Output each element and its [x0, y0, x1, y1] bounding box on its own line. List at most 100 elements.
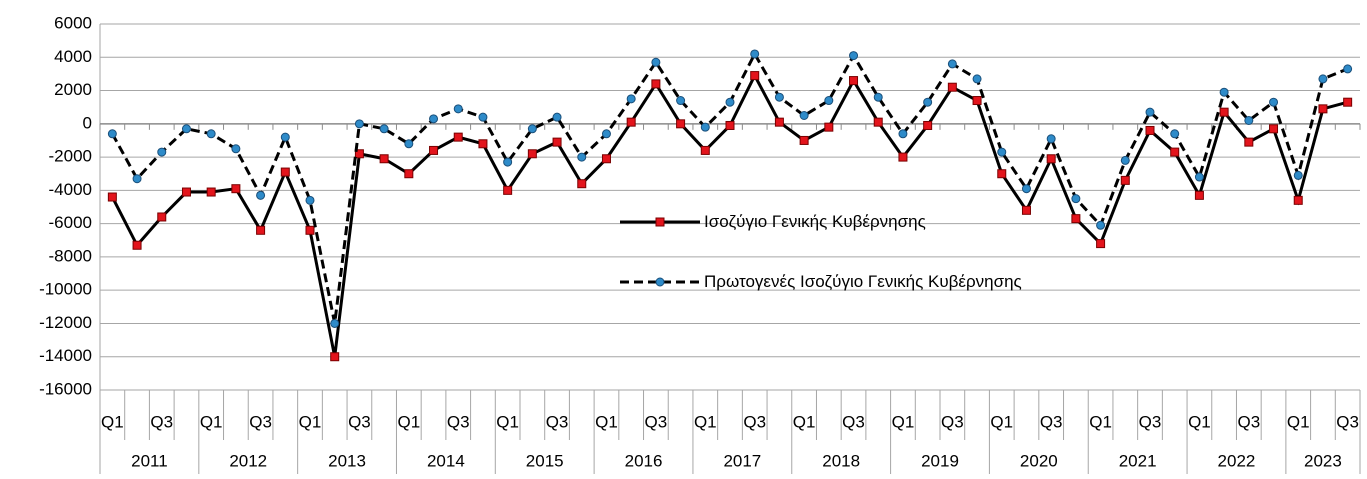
marker: [132, 174, 142, 184]
y-tick-label: 0: [83, 113, 92, 132]
marker: [404, 169, 414, 179]
y-tick-label: -10000: [39, 280, 92, 299]
marker: [206, 187, 216, 197]
marker: [404, 139, 414, 149]
marker: [626, 117, 636, 127]
marker: [601, 154, 611, 164]
marker: [923, 97, 933, 107]
marker: [181, 124, 191, 134]
marker: [1120, 155, 1130, 165]
x-tick-label: Q3: [1139, 412, 1162, 431]
x-tick-label: Q1: [990, 412, 1013, 431]
marker: [676, 119, 686, 129]
marker: [280, 167, 290, 177]
marker: [700, 145, 710, 155]
marker: [503, 185, 513, 195]
marker: [503, 157, 513, 167]
x-tick-label: Q1: [892, 412, 915, 431]
x-tick-label: Q1: [1188, 412, 1211, 431]
marker: [280, 132, 290, 142]
marker: [1096, 220, 1106, 230]
marker: [725, 97, 735, 107]
marker: [1046, 134, 1056, 144]
marker: [1343, 97, 1353, 107]
marker: [799, 111, 809, 120]
marker: [799, 135, 809, 145]
year-label: 2018: [822, 451, 860, 470]
year-label: 2022: [1218, 451, 1256, 470]
marker: [1021, 205, 1031, 215]
marker: [997, 147, 1007, 157]
marker: [1318, 74, 1328, 84]
year-label: 2016: [625, 451, 663, 470]
x-tick-label: Q1: [1287, 412, 1310, 431]
marker: [972, 74, 982, 84]
marker: [1194, 172, 1204, 182]
marker: [898, 129, 908, 139]
x-tick-label: Q3: [1237, 412, 1260, 431]
marker: [379, 154, 389, 164]
y-tick-label: -14000: [39, 346, 92, 365]
x-tick-label: Q3: [546, 412, 569, 431]
marker: [1293, 195, 1303, 205]
marker: [1343, 64, 1353, 74]
y-tick-label: -2000: [49, 147, 92, 166]
marker: [997, 169, 1007, 179]
year-label: 2019: [921, 451, 959, 470]
x-tick-label: Q1: [793, 412, 816, 431]
marker: [107, 192, 117, 202]
marker: [206, 129, 216, 139]
marker: [552, 137, 562, 147]
legend-label: Πρωτογενές Ισοζύγιο Γενικής Κυβέρνησης: [704, 272, 1022, 291]
x-tick-label: Q1: [397, 412, 420, 431]
legend-marker: [655, 277, 665, 287]
x-tick-label: Q1: [200, 412, 223, 431]
marker: [231, 184, 241, 194]
y-tick-label: 4000: [54, 47, 92, 66]
legend-label: Ισοζύγιο Γενικής Κυβέρνησης: [704, 212, 926, 231]
marker: [651, 79, 661, 89]
marker: [1170, 147, 1180, 157]
marker: [552, 112, 562, 122]
marker: [873, 117, 883, 127]
marker: [651, 57, 661, 67]
x-tick-label: Q3: [1040, 412, 1063, 431]
marker: [750, 49, 760, 59]
marker: [923, 120, 933, 130]
marker: [1145, 125, 1155, 135]
year-label: 2023: [1304, 451, 1342, 470]
marker: [181, 187, 191, 197]
marker: [478, 139, 488, 149]
marker: [305, 225, 315, 235]
marker: [453, 132, 463, 142]
marker: [1170, 129, 1180, 139]
x-tick-label: Q1: [101, 412, 124, 431]
marker: [1071, 194, 1081, 204]
marker: [107, 129, 117, 139]
legend-entry: Πρωτογενές Ισοζύγιο Γενικής Κυβέρνησης: [704, 272, 1022, 291]
marker: [1219, 87, 1229, 97]
y-tick-label: -16000: [39, 379, 92, 398]
x-tick-label: Q3: [941, 412, 964, 431]
x-tick-label: Q3: [645, 412, 668, 431]
marker: [1293, 170, 1303, 180]
x-tick-label: Q3: [842, 412, 865, 431]
marker: [601, 129, 611, 139]
marker: [231, 144, 241, 154]
marker: [676, 96, 686, 106]
marker: [256, 190, 266, 200]
marker: [527, 149, 537, 159]
marker: [429, 114, 439, 124]
marker: [774, 117, 784, 127]
marker: [577, 152, 587, 162]
marker: [157, 212, 167, 222]
marker: [972, 96, 982, 106]
marker: [379, 124, 389, 134]
marker: [1145, 107, 1155, 117]
marker: [947, 59, 957, 69]
marker: [354, 149, 364, 159]
year-label: 2021: [1119, 451, 1157, 470]
marker: [132, 240, 142, 250]
marker: [947, 82, 957, 92]
